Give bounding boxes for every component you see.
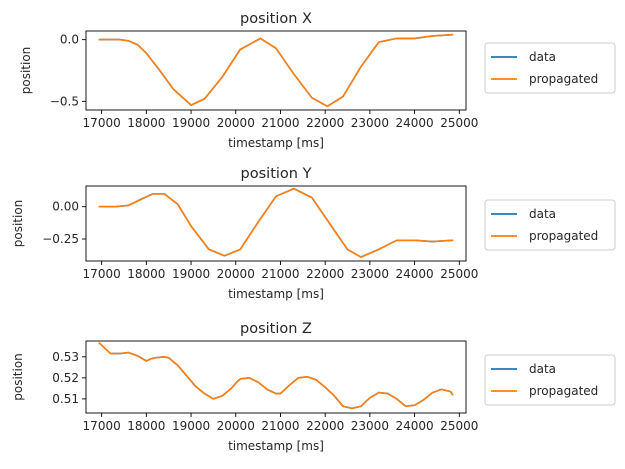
- x-tick-label: 22000: [306, 116, 344, 130]
- x-tick-label: 23000: [351, 267, 389, 281]
- legend: data propagated: [484, 199, 616, 251]
- axes-frame: [85, 30, 467, 111]
- series-line-propagated: [98, 187, 454, 258]
- x-tick-label: 24000: [395, 419, 433, 433]
- axes-frame: [85, 185, 467, 262]
- x-axis-label: timestamp [ms]: [228, 136, 324, 150]
- legend-box: [484, 354, 616, 406]
- x-tick-label: 17000: [83, 267, 121, 281]
- x-tick-label: 17000: [83, 419, 121, 433]
- x-axis-label: timestamp [ms]: [228, 287, 324, 301]
- x-tick-label: 21000: [261, 419, 299, 433]
- legend: data propagated: [484, 354, 616, 406]
- series-line-data: [98, 342, 454, 410]
- legend-label-propagated: propagated: [529, 72, 598, 86]
- y-tick-label: 0.51: [52, 392, 79, 406]
- subplot-3: 17000 18000 19000 20000 21000 22000 23000 24000…: [11, 321, 616, 453]
- x-tick-label: 20000: [217, 267, 255, 281]
- series-line-propagated: [98, 342, 454, 410]
- x-tick-label: 24000: [395, 116, 433, 130]
- x-tick-label: 25000: [440, 419, 478, 433]
- y-tick-label: −0.25: [42, 232, 79, 246]
- y-axis-label: position: [11, 200, 25, 248]
- x-tick-label: 18000: [127, 116, 165, 130]
- x-tick-label: 25000: [440, 267, 478, 281]
- series-line-data: [98, 33, 454, 108]
- y-axis-label: position: [19, 47, 33, 95]
- subplot-1: 17000 18000 19000 20000 21000 22000 23000 24000…: [19, 11, 616, 150]
- x-tick-label: 22000: [306, 419, 344, 433]
- legend: data propagated: [484, 42, 616, 94]
- x-tick-label: 22000: [306, 267, 344, 281]
- x-tick-label: 19000: [172, 267, 210, 281]
- chart-title: position X: [240, 11, 312, 27]
- legend-label-propagated: propagated: [529, 229, 598, 243]
- series-line-propagated: [98, 33, 454, 108]
- x-tick-label: 19000: [172, 419, 210, 433]
- legend-label-propagated: propagated: [529, 384, 598, 398]
- legend-label-data: data: [529, 207, 556, 221]
- legend-box: [484, 42, 616, 94]
- x-tick-label: 25000: [440, 116, 478, 130]
- chart-title: position Z: [240, 321, 312, 337]
- x-tick-label: 23000: [351, 419, 389, 433]
- x-tick-label: 20000: [217, 116, 255, 130]
- y-tick-label: 0.00: [52, 200, 79, 214]
- x-tick-label: 21000: [261, 116, 299, 130]
- x-axis-label: timestamp [ms]: [228, 439, 324, 453]
- x-tick-label: 21000: [261, 267, 299, 281]
- x-tick-label: 20000: [217, 419, 255, 433]
- y-tick-label: −0.5: [50, 94, 79, 108]
- series-line-data: [98, 187, 454, 258]
- subplot-2: 17000 18000 19000 20000 21000 22000 23000 24000…: [11, 166, 616, 301]
- x-tick-label: 23000: [351, 116, 389, 130]
- legend-label-data: data: [529, 362, 556, 376]
- legend-label-data: data: [529, 50, 556, 64]
- axes-frame: [85, 340, 467, 414]
- x-tick-label: 24000: [395, 267, 433, 281]
- x-tick-label: 18000: [127, 419, 165, 433]
- x-tick-label: 19000: [172, 116, 210, 130]
- y-tick-label: 0.53: [52, 350, 79, 364]
- x-tick-label: 17000: [83, 116, 121, 130]
- chart-title: position Y: [241, 166, 312, 182]
- legend-box: [484, 199, 616, 251]
- y-axis-label: position: [11, 353, 25, 401]
- y-tick-label: 0.0: [60, 33, 79, 47]
- y-tick-label: 0.52: [52, 371, 79, 385]
- x-tick-label: 18000: [127, 267, 165, 281]
